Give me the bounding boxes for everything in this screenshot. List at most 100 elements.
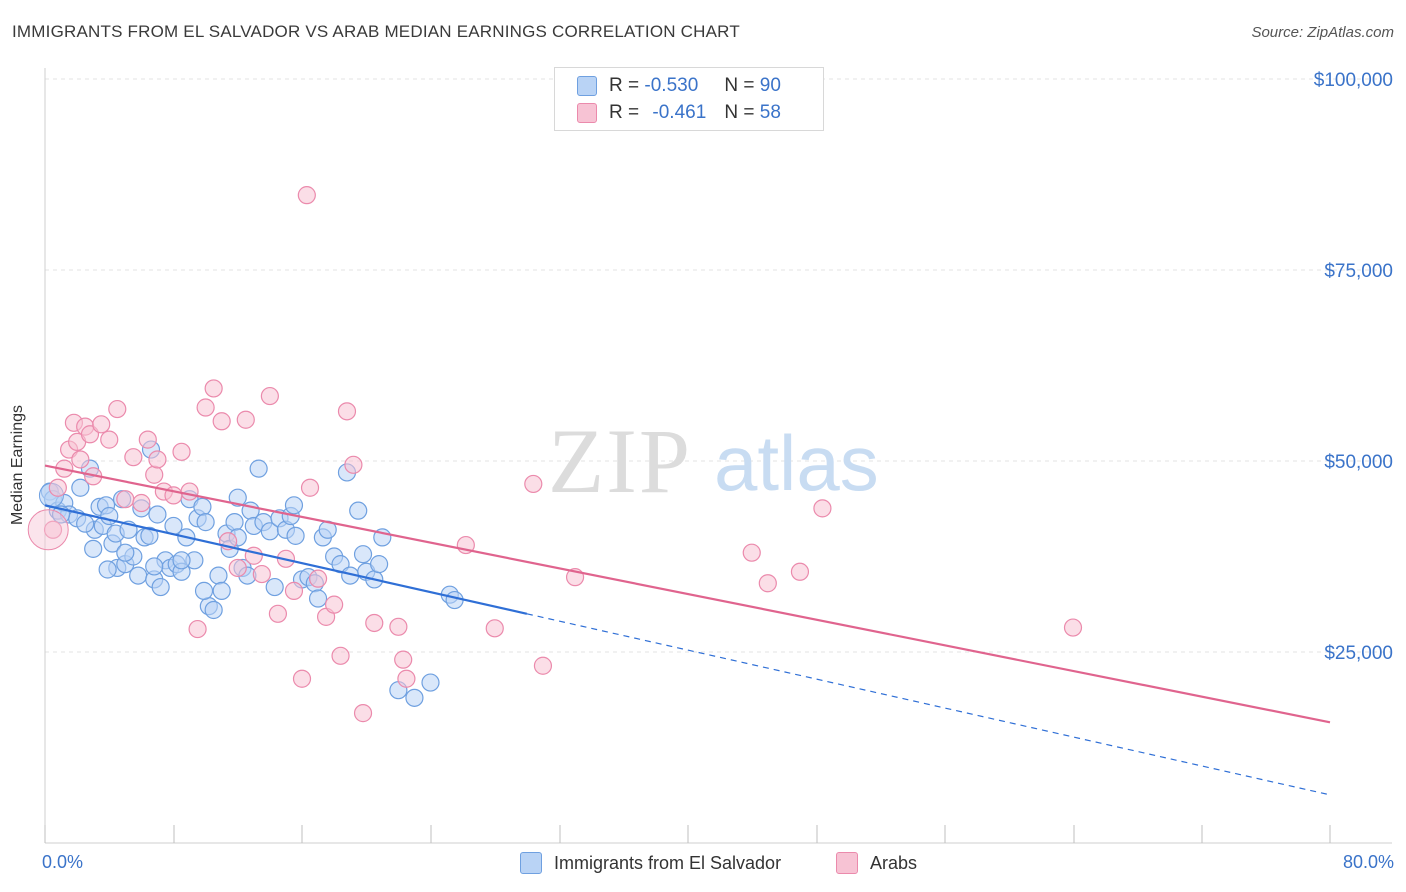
chart-title: IMMIGRANTS FROM EL SALVADOR VS ARAB MEDI… bbox=[12, 22, 740, 41]
trend-lines bbox=[44, 464, 1331, 796]
y-tick-label: $25,000 bbox=[1324, 643, 1393, 664]
data-point bbox=[212, 412, 231, 431]
data-point bbox=[196, 398, 215, 417]
data-point bbox=[344, 455, 363, 474]
legend-label: Immigrants from El Salvador bbox=[554, 852, 782, 873]
data-point bbox=[196, 513, 215, 532]
trend-line bbox=[44, 504, 528, 615]
data-point bbox=[353, 545, 373, 564]
data-point bbox=[71, 478, 90, 497]
data-point bbox=[209, 566, 228, 585]
data-point bbox=[132, 493, 151, 513]
data-point bbox=[370, 555, 389, 574]
data-point bbox=[790, 562, 810, 581]
bottom-legend-el-salvador: Immigrants from El Salvador bbox=[520, 852, 781, 874]
data-point bbox=[145, 465, 164, 484]
data-point bbox=[524, 474, 543, 494]
data-point bbox=[337, 402, 357, 421]
data-point bbox=[813, 499, 832, 518]
data-point bbox=[394, 650, 413, 669]
data-point bbox=[292, 669, 312, 688]
data-point bbox=[92, 415, 111, 434]
data-point bbox=[249, 459, 268, 478]
data-point bbox=[129, 566, 148, 585]
data-point bbox=[742, 543, 761, 562]
data-point bbox=[1063, 618, 1083, 637]
legend-n-value: 90 bbox=[759, 75, 781, 96]
data-point bbox=[145, 557, 164, 576]
watermark-zip: ZIP bbox=[548, 410, 692, 512]
data-point bbox=[286, 526, 305, 545]
data-point bbox=[43, 520, 63, 539]
y-tick-label: $50,000 bbox=[1324, 452, 1393, 473]
data-point bbox=[397, 669, 416, 688]
data-point bbox=[268, 604, 288, 623]
data-point bbox=[265, 577, 284, 597]
data-point bbox=[300, 478, 320, 497]
data-point bbox=[236, 410, 255, 429]
data-point bbox=[325, 595, 344, 614]
legend-n-label: N = bbox=[724, 102, 755, 123]
legend-swatch-el-salvador bbox=[577, 76, 597, 96]
data-point bbox=[151, 577, 170, 597]
data-point bbox=[485, 619, 504, 638]
data-point bbox=[297, 186, 316, 205]
legend-n-label: N = bbox=[724, 75, 755, 96]
legend-r-value: -0.530 bbox=[644, 75, 699, 96]
series-points-arabs bbox=[27, 186, 1083, 723]
data-point bbox=[365, 613, 384, 633]
legend-swatch-arabs bbox=[836, 852, 858, 874]
y-tick-label: $75,000 bbox=[1324, 261, 1393, 282]
y-tick-label: $100,000 bbox=[1314, 70, 1393, 91]
data-point bbox=[108, 399, 127, 419]
data-point bbox=[758, 574, 777, 593]
data-point bbox=[116, 490, 135, 509]
data-point bbox=[405, 688, 424, 707]
data-point bbox=[124, 448, 143, 467]
data-point bbox=[212, 581, 231, 600]
data-point bbox=[116, 543, 135, 562]
data-point bbox=[252, 564, 271, 584]
data-point bbox=[27, 509, 69, 551]
legend-label: Arabs bbox=[870, 852, 918, 873]
data-point bbox=[194, 581, 214, 600]
legend-row-arabs: R = -0.461 N = 58 bbox=[577, 101, 781, 125]
x-axis-max-label: 80.0% bbox=[1342, 852, 1394, 872]
legend-r-label: R = bbox=[609, 75, 640, 96]
data-point bbox=[148, 450, 167, 469]
data-point bbox=[204, 600, 223, 620]
data-point bbox=[228, 488, 247, 507]
data-point bbox=[76, 514, 95, 533]
y-tick-labels: $25,000 $50,000 $75,000 $100,000 bbox=[1314, 70, 1393, 664]
data-point bbox=[421, 673, 440, 692]
data-point bbox=[533, 656, 553, 675]
data-point bbox=[445, 590, 464, 610]
data-point bbox=[172, 551, 191, 570]
legend-swatch-arabs bbox=[577, 103, 597, 123]
data-point bbox=[138, 430, 157, 449]
data-point bbox=[228, 558, 247, 578]
legend-row-el-salvador: R = -0.530 N = 90 bbox=[577, 74, 781, 98]
data-point bbox=[193, 497, 212, 516]
data-point bbox=[308, 569, 328, 588]
data-point bbox=[244, 546, 263, 565]
legend-r-value: -0.461 bbox=[652, 102, 707, 123]
data-point bbox=[98, 560, 117, 579]
axes bbox=[44, 68, 1392, 844]
data-point bbox=[188, 619, 207, 639]
data-point bbox=[260, 386, 279, 406]
data-point bbox=[172, 442, 191, 461]
data-point bbox=[349, 501, 368, 520]
legend-n-value: 58 bbox=[759, 102, 781, 123]
data-point bbox=[353, 704, 373, 723]
data-point bbox=[331, 646, 350, 665]
data-point bbox=[308, 589, 328, 608]
legend-r-label: R = bbox=[609, 102, 640, 123]
data-point bbox=[284, 496, 304, 515]
data-point bbox=[389, 617, 408, 636]
data-point bbox=[48, 478, 67, 497]
trend-line-extension bbox=[526, 613, 1331, 796]
data-point bbox=[225, 513, 244, 532]
watermark-atlas: atlas bbox=[714, 419, 879, 507]
